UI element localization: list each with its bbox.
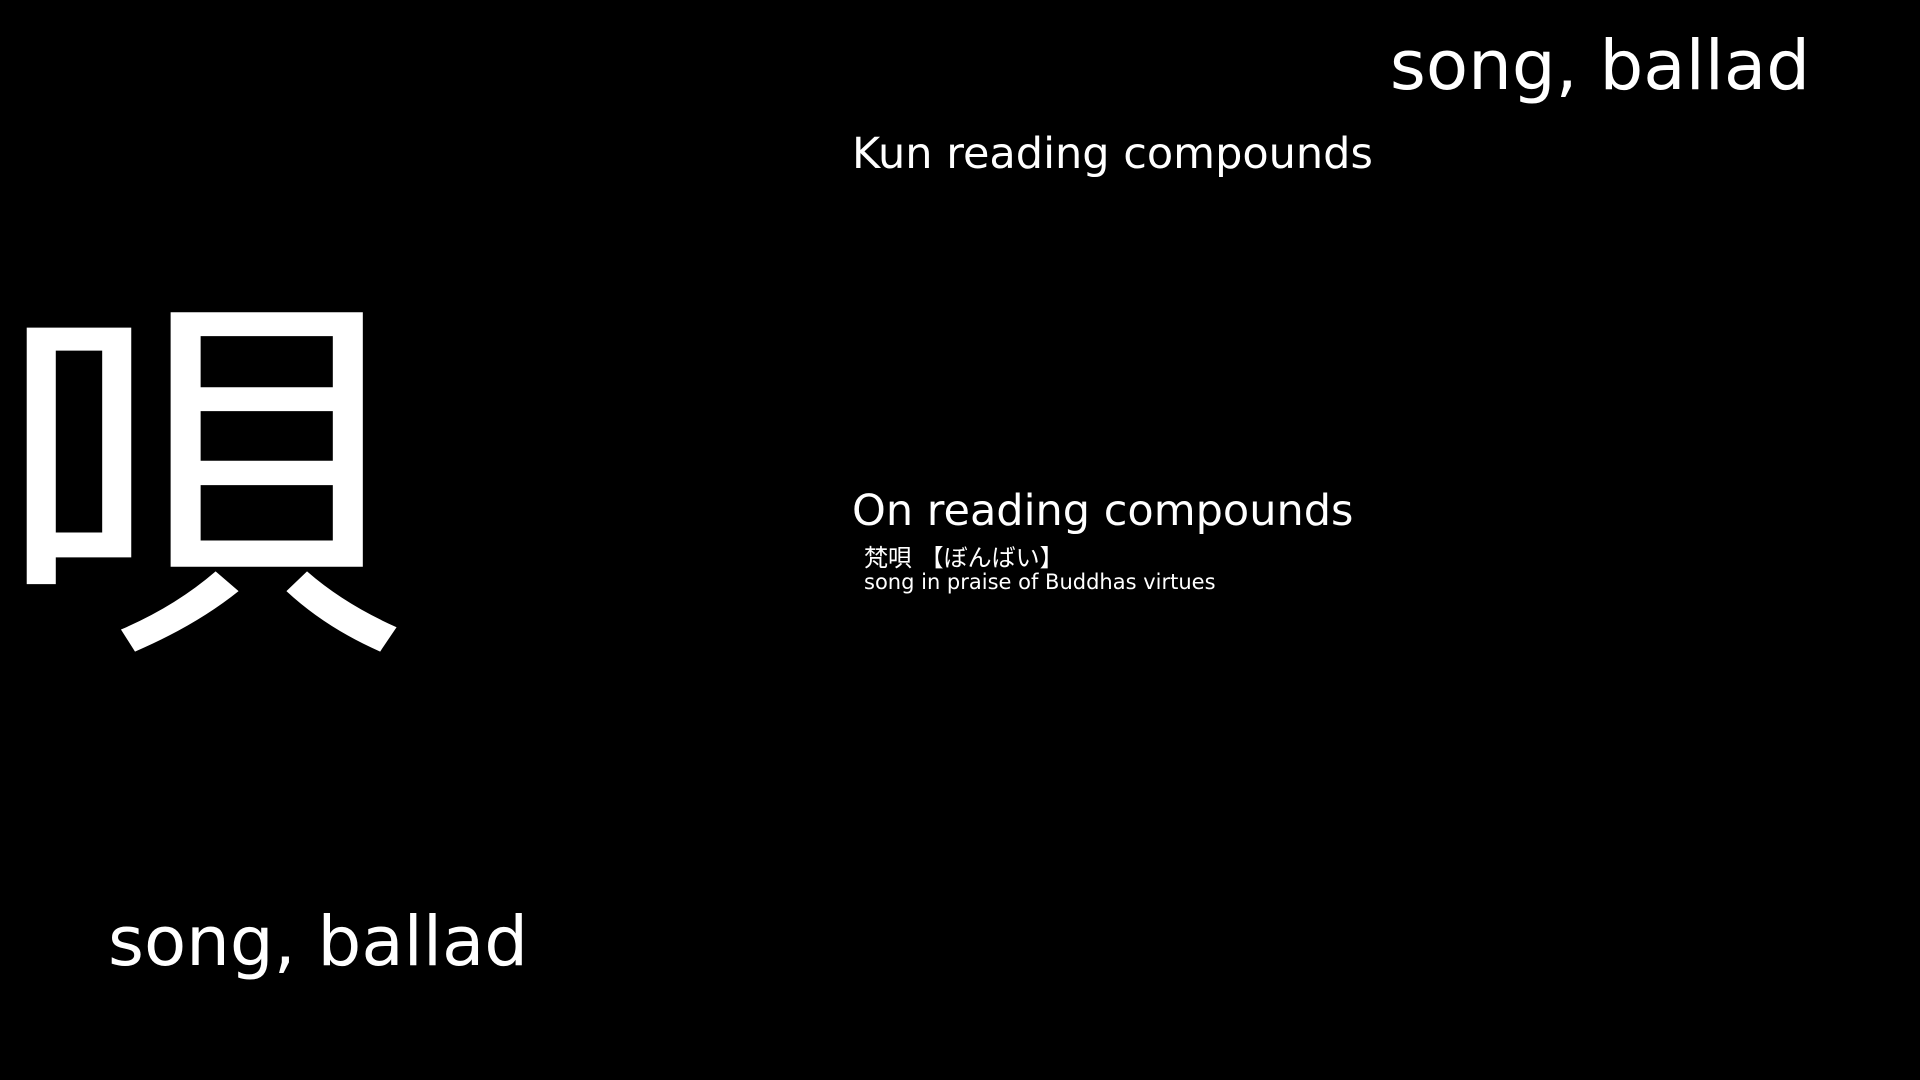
meaning-top: song, ballad [1389,26,1810,106]
kanji-uta-glyph [26,312,397,652]
kun-reading-heading: Kun reading compounds [852,129,1373,179]
compound-gloss: song in praise of Buddhas virtues [864,570,1216,595]
on-compound-item: 梵唄 【ぼんばい】 song in praise of Buddhas virt… [864,545,1216,594]
on-reading-heading: On reading compounds [852,486,1354,536]
meaning-bottom: song, ballad [108,902,529,982]
kanji-glyph [0,0,900,960]
compound-word: 梵唄 【ぼんばい】 [864,544,1064,572]
